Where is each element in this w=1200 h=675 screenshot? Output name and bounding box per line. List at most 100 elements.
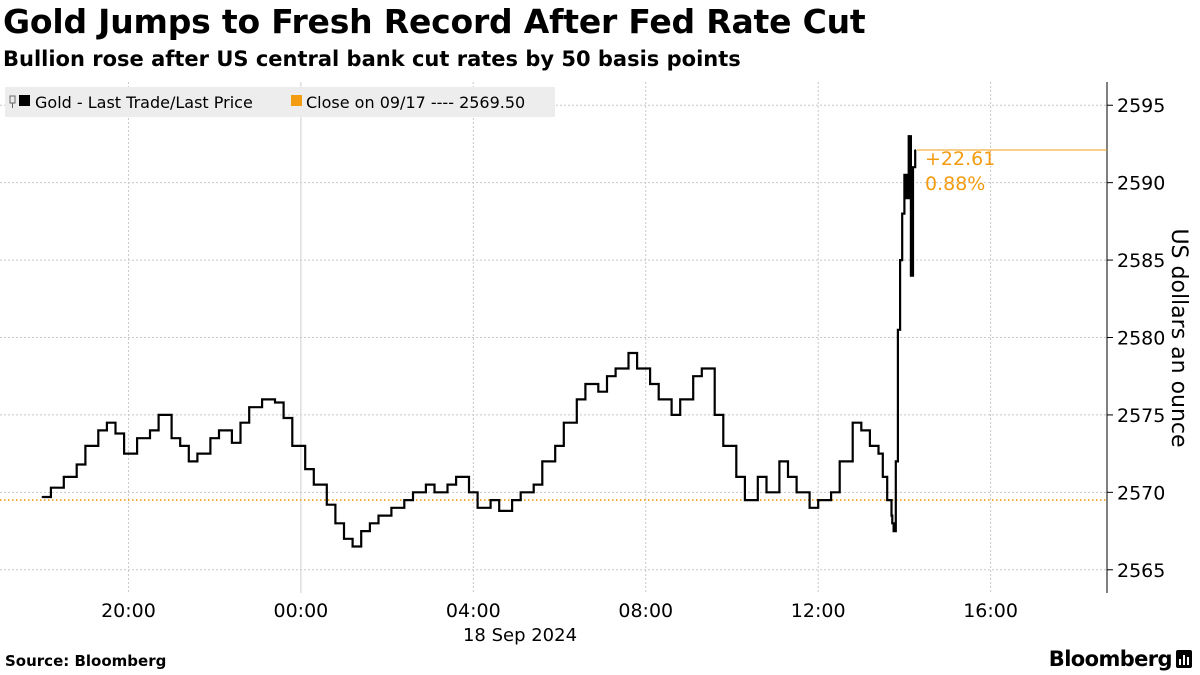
source-note: Source: Bloomberg [5, 652, 167, 670]
price-point [360, 530, 363, 532]
price-point [351, 545, 354, 548]
brand-name: Bloomberg [1048, 647, 1173, 671]
price-point [106, 421, 108, 424]
x-tick-label: 08:00 [618, 600, 673, 622]
price-point [554, 445, 557, 447]
price-point [563, 421, 565, 424]
price-point [291, 445, 294, 447]
price-point [838, 460, 841, 463]
change-percent-label: 0.88% [925, 173, 985, 195]
price-point [313, 483, 315, 486]
price-point [62, 476, 65, 478]
price-point [692, 375, 694, 378]
price-point [877, 452, 880, 455]
price-point [901, 212, 904, 215]
price-point [75, 463, 78, 466]
price-point [114, 432, 117, 435]
price-point [891, 522, 894, 525]
price-point [830, 491, 832, 494]
price-point [614, 367, 617, 370]
price-point [679, 398, 682, 401]
price-point [136, 437, 138, 439]
x-date-label: 18 Sep 2024 [463, 625, 577, 646]
y-tick-label: 2585 [1117, 250, 1165, 272]
brand-logo: Bloomberg [1049, 647, 1192, 671]
price-point [894, 460, 897, 463]
price-point [231, 441, 233, 444]
price-point [713, 414, 716, 416]
y-tick-label: 2580 [1117, 328, 1165, 350]
price-point [584, 383, 587, 385]
price-point [817, 499, 819, 501]
price-point [489, 499, 492, 501]
gold-price-line [42, 135, 917, 548]
price-point [860, 429, 863, 432]
price-point [218, 429, 220, 432]
price-point [149, 429, 151, 432]
legend-box [5, 87, 555, 117]
price-point [722, 445, 725, 447]
y-tick-label: 2590 [1117, 173, 1165, 195]
y-axis-title: US dollars an ounce [1166, 228, 1191, 447]
price-point [627, 352, 630, 354]
y-tick-label: 2575 [1117, 405, 1165, 427]
price-point [649, 383, 651, 385]
price-point [606, 375, 608, 378]
price-point [455, 476, 457, 478]
price-point [412, 491, 414, 494]
price-point [468, 491, 470, 494]
price-point [41, 496, 44, 498]
y-tick-label: 2570 [1117, 482, 1165, 504]
x-tick-label: 00:00 [274, 600, 329, 622]
price-point [325, 503, 328, 506]
price-point [892, 530, 895, 532]
price-point [851, 421, 854, 424]
price-point [170, 437, 173, 439]
y-tick-label: 2565 [1117, 560, 1165, 582]
price-point [886, 499, 888, 501]
chart-subtitle: Bullion rose after US central bank cut r… [3, 47, 741, 71]
price-point [179, 445, 181, 447]
price-point [912, 166, 914, 168]
price-point [910, 274, 912, 277]
bar-chart-icon [1176, 650, 1192, 668]
x-tick-label: 04:00 [446, 600, 501, 622]
x-tick-label: 20:00 [101, 600, 156, 622]
price-point [597, 390, 600, 393]
price-point [446, 483, 449, 486]
price-point [882, 476, 884, 478]
price-point [84, 445, 87, 447]
price-point [433, 491, 436, 494]
price-point [670, 414, 673, 416]
price-point [899, 259, 901, 261]
price-point [787, 476, 789, 478]
legend-label-close: Close on 09/17 ---- 2569.50 [306, 93, 525, 112]
price-point [239, 421, 242, 424]
price-point [209, 437, 212, 439]
legend-label-gold: Gold - Last Trade/Last Price [35, 93, 253, 112]
price-point [511, 499, 513, 501]
price-point [541, 460, 544, 463]
price-point [735, 476, 738, 478]
price-point [476, 507, 479, 509]
price-point [700, 367, 703, 370]
price-point [196, 452, 199, 455]
price-point [425, 483, 427, 486]
price-point [390, 507, 393, 509]
price-point [188, 460, 190, 463]
price-point [123, 452, 125, 455]
price-point [914, 149, 916, 151]
price-point [869, 445, 871, 447]
price-point [657, 398, 660, 401]
price-point [377, 514, 380, 517]
price-point [343, 538, 345, 540]
y-tick-label: 2595 [1117, 95, 1165, 117]
price-point [282, 417, 285, 419]
price-point [157, 414, 160, 416]
x-tick-label: 12:00 [791, 600, 846, 622]
price-point [757, 476, 759, 478]
price-point [907, 135, 910, 137]
price-point [97, 429, 100, 432]
price-point [765, 491, 768, 494]
